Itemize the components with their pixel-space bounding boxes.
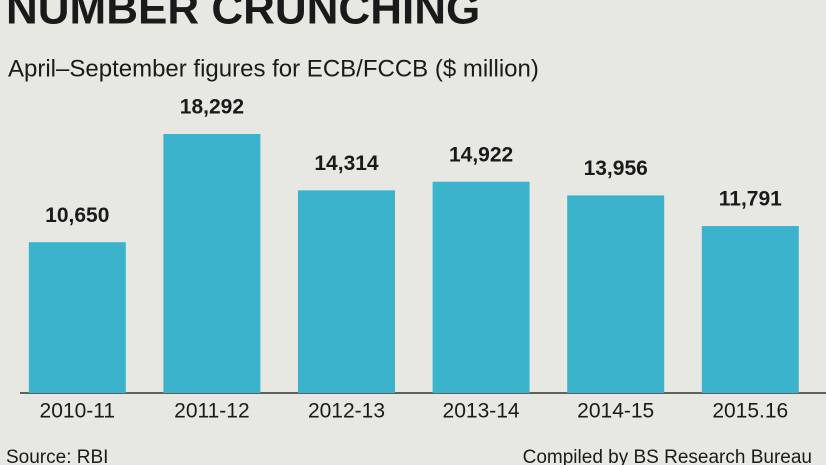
bar [701, 226, 799, 393]
value-label: 13,956 [584, 157, 648, 180]
x-tick-label: 2010-11 [40, 400, 116, 423]
bar [298, 190, 395, 393]
chart-title: NUMBER CRUNCHING [6, 0, 480, 34]
x-tick-label: 2015.16 [712, 400, 788, 423]
value-label: 18,292 [180, 96, 244, 119]
value-label: 10,650 [45, 204, 109, 227]
bar [163, 134, 261, 393]
source-note: Source: RBI [6, 447, 108, 465]
x-tick-label: 2012-13 [308, 400, 385, 423]
value-label: 11,791 [719, 188, 782, 211]
bar [28, 242, 126, 393]
x-tick-label: 2014-15 [577, 400, 654, 423]
value-label: 14,314 [314, 152, 379, 175]
value-label: 14,922 [449, 143, 513, 166]
chart-subtitle: April–September figures for ECB/FCCB ($ … [8, 55, 539, 82]
x-tick-label: 2013-14 [443, 400, 520, 423]
x-tick-label: 2011-12 [174, 400, 250, 423]
bar [567, 195, 665, 393]
bar [432, 181, 530, 393]
credit-note: Compiled by BS Research Bureau [523, 447, 812, 465]
